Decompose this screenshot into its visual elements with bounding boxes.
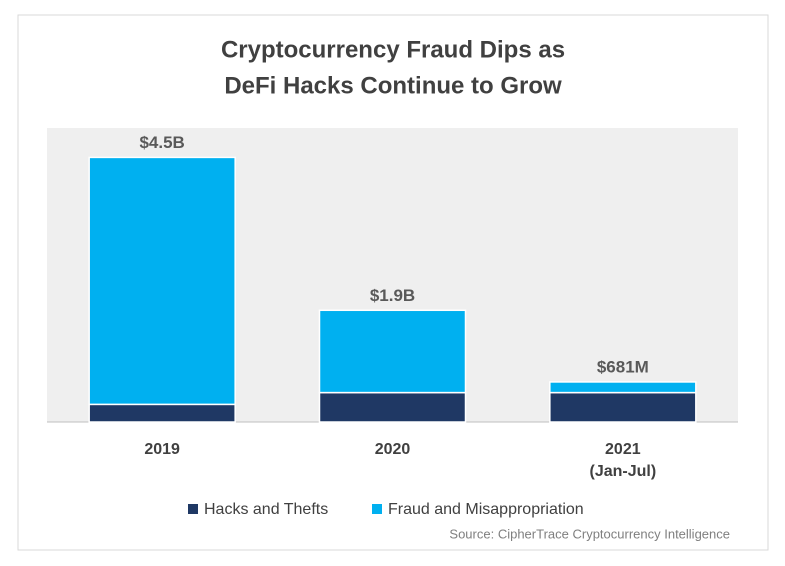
total-label: $1.9B — [370, 286, 415, 305]
legend-swatch — [188, 504, 198, 514]
total-label: $681M — [597, 357, 649, 376]
x-tick-label: 2019 — [144, 441, 180, 458]
legend-label: Fraud and Misappropriation — [388, 501, 584, 518]
bar-segment — [88, 156, 236, 406]
legend-label: Hacks and Thefts — [204, 501, 328, 518]
bar-segment — [549, 391, 697, 423]
source: Source: CipherTrace Cryptocurrency Intel… — [449, 526, 730, 541]
total-label: $4.5B — [139, 133, 184, 152]
x-tick-label: 2021 — [605, 441, 641, 458]
bar-segment — [88, 403, 236, 423]
bar-segment — [549, 381, 697, 394]
x-tick-label: 2020 — [375, 441, 411, 458]
bar-segment — [318, 309, 467, 394]
legend-swatch — [372, 504, 382, 514]
chart-title: Cryptocurrency Fraud Dips as — [221, 36, 565, 63]
bar-segment — [318, 391, 467, 423]
x-tick-label: (Jan-Jul) — [589, 463, 656, 480]
chart-title: DeFi Hacks Continue to Grow — [224, 72, 562, 99]
